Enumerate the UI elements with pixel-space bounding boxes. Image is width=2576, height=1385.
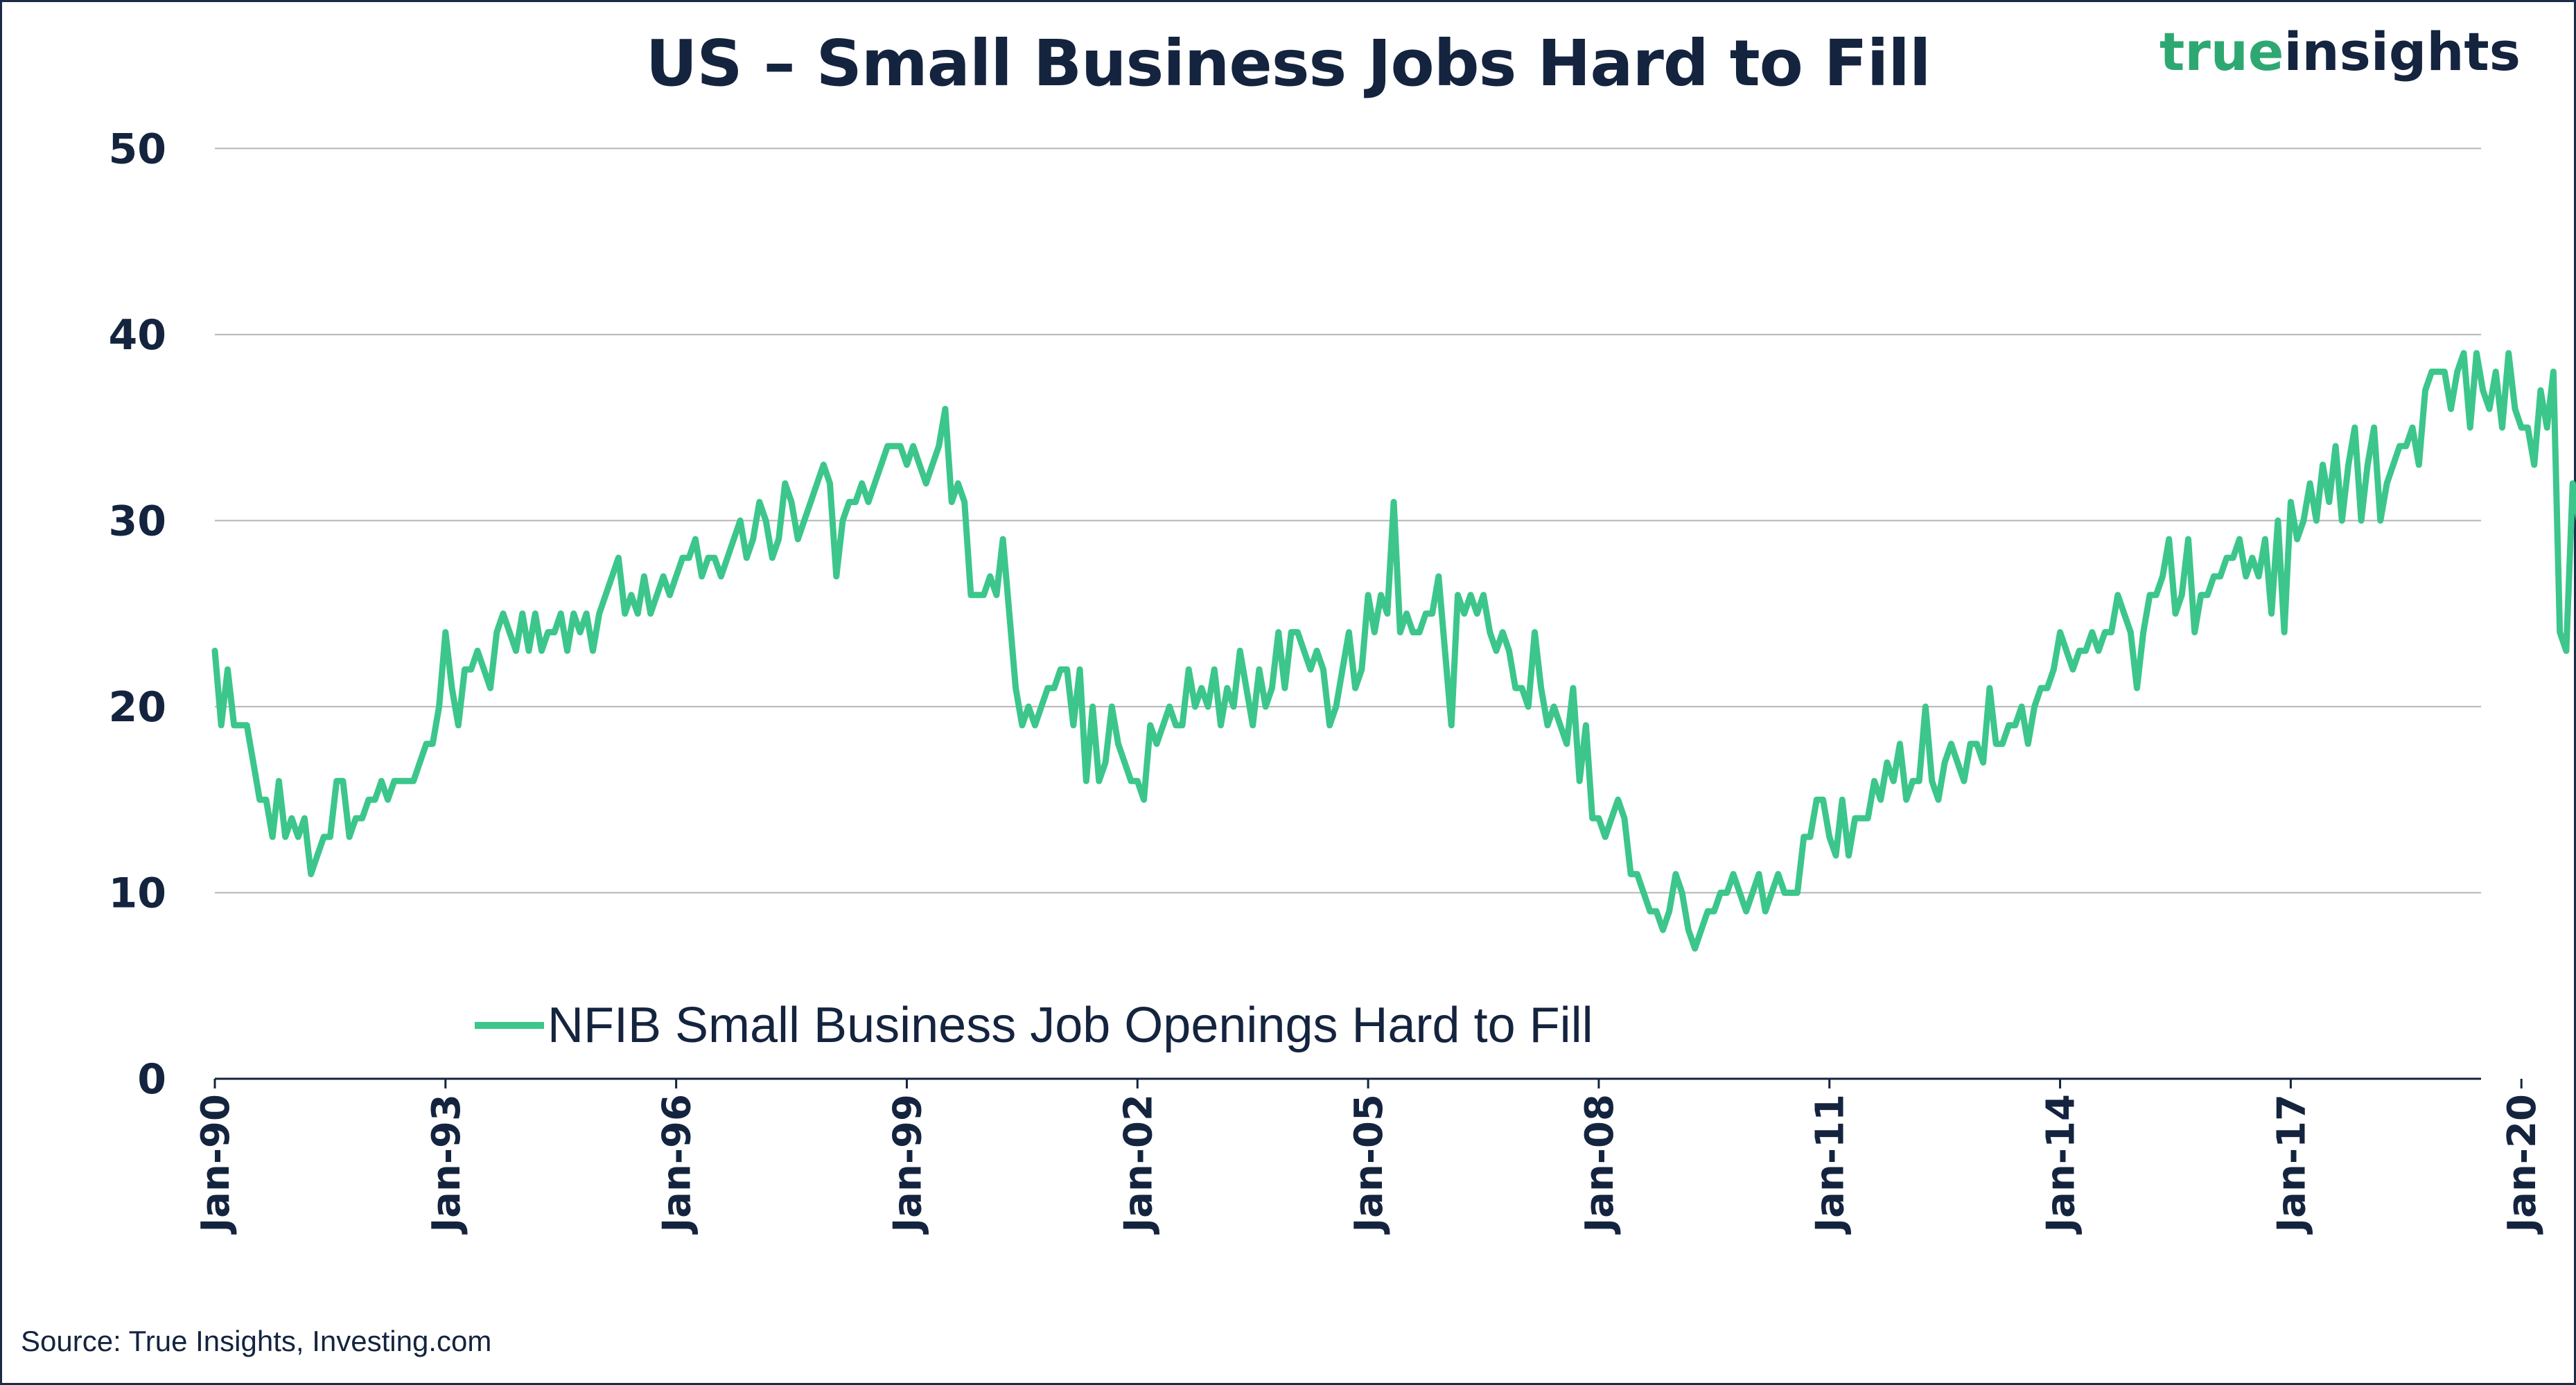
y-tick-label: 20 xyxy=(109,683,167,732)
x-tick-label: Jan-20 xyxy=(2500,1094,2545,1235)
source-note: Source: True Insights, Investing.com xyxy=(21,1325,492,1357)
series-layer xyxy=(211,350,2576,952)
y-tick-label: 50 xyxy=(109,125,167,173)
legend-label: NFIB Small Business Job Openings Hard to… xyxy=(547,998,1593,1053)
y-tick-label: 0 xyxy=(137,1055,166,1104)
x-tick-label: Jan-08 xyxy=(1577,1094,1622,1235)
legend: NFIB Small Business Job Openings Hard to… xyxy=(475,998,1593,1053)
gridlines xyxy=(215,148,2481,894)
y-axis-ticks: 0 10 20 30 40 50 xyxy=(109,125,167,1104)
x-tick-label: Jan-93 xyxy=(424,1094,469,1235)
y-tick-label: 30 xyxy=(109,497,167,545)
y-tick-label: 40 xyxy=(109,311,167,360)
brand-logo: trueinsights xyxy=(2159,21,2521,82)
x-axis-ticks: Jan-90 Jan-93 Jan-96 Jan-99 Jan-02 Jan-05 Jan-… xyxy=(193,1079,2545,1235)
x-tick-label: Jan-90 xyxy=(193,1094,238,1235)
x-tick-label: Jan-17 xyxy=(2269,1094,2314,1235)
x-tick-label: Jan-96 xyxy=(655,1094,700,1235)
x-tick-label: Jan-05 xyxy=(1347,1094,1392,1235)
x-tick-label: Jan-99 xyxy=(885,1094,930,1235)
logo-word-true: true xyxy=(2159,21,2284,82)
y-tick-label: 10 xyxy=(109,869,167,917)
logo-word-insights: insights xyxy=(2284,21,2521,82)
x-tick-label: Jan-11 xyxy=(1808,1094,1853,1235)
x-tick-label: Jan-02 xyxy=(1116,1094,1161,1235)
series-line-0 xyxy=(211,350,2576,952)
chart-title: US – Small Business Jobs Hard to Fill xyxy=(645,26,1931,100)
x-tick-label: Jan-14 xyxy=(2039,1094,2084,1235)
